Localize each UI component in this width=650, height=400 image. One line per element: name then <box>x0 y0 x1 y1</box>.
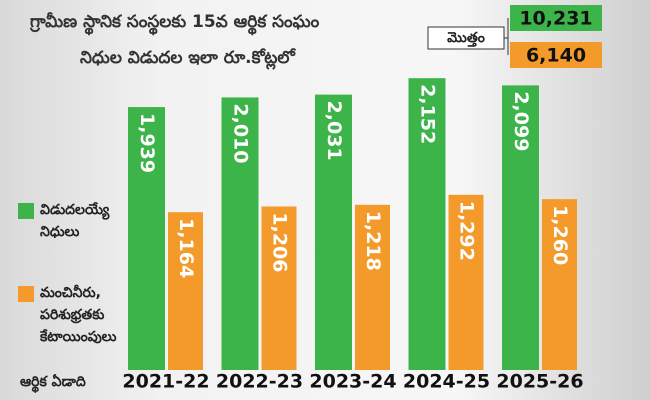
value-label: 2,031 <box>323 101 345 161</box>
total-value: 10,231 <box>519 8 592 30</box>
legend-entry: మంచినీరు, పరిశుభ్రతకు కేటాయింపులు <box>40 285 117 345</box>
value-label: 2,152 <box>417 84 439 144</box>
x-tick-label: 2025-26 <box>496 371 583 393</box>
value-label: 2,099 <box>510 91 532 151</box>
total-value: 6,140 <box>526 45 586 67</box>
legend-swatch <box>18 286 34 302</box>
bar <box>168 212 203 370</box>
x-axis-label: ఆర్థిక ఏడాది <box>20 374 86 393</box>
total-box <box>510 42 602 68</box>
value-label: 1,260 <box>549 205 571 265</box>
value-label: 1,218 <box>362 211 384 271</box>
bar <box>448 194 484 370</box>
total-box <box>510 5 602 31</box>
legend-entry: విడుదలయ్యే నిధులు <box>40 202 110 240</box>
bar <box>502 85 539 370</box>
value-label: 2,010 <box>230 103 252 163</box>
bar <box>315 94 352 370</box>
x-tick-label: 2022-23 <box>216 371 303 393</box>
bar <box>261 206 297 370</box>
total-label: మొత్తం <box>447 30 485 47</box>
bar <box>542 199 577 370</box>
value-label: 1,164 <box>175 218 197 278</box>
value-label: 1,939 <box>136 113 158 173</box>
bar <box>408 78 446 371</box>
legend-text: మంచినీరు, పరిశుభ్రతకు కేటాయింపులు <box>40 285 117 345</box>
total-bracket <box>504 18 509 55</box>
x-tick-label: 2023-24 <box>309 371 396 393</box>
x-tick-label: 2024-25 <box>403 371 490 393</box>
bar <box>221 97 259 370</box>
legend-text: విడుదలయ్యే నిధులు <box>40 202 110 240</box>
bar <box>355 204 390 370</box>
legend-swatch <box>18 203 34 219</box>
value-label: 1,206 <box>269 212 291 272</box>
value-label: 1,292 <box>456 201 478 261</box>
chart-subtitle: నిధుల విడుదల ఇలా రూ.కోట్లలో <box>80 48 296 70</box>
x-tick-label: 2021-22 <box>122 371 209 393</box>
bar <box>128 107 165 371</box>
